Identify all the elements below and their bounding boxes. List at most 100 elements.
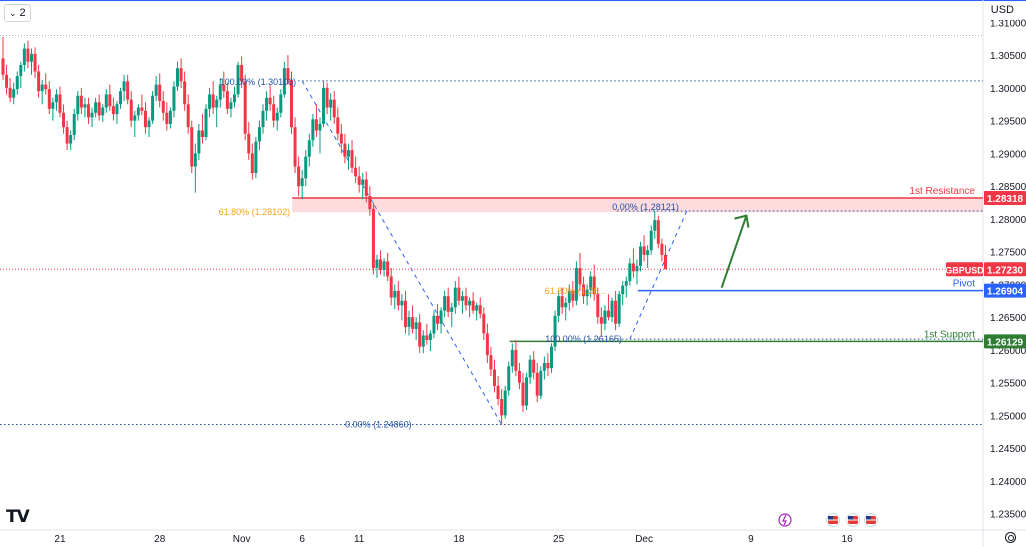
candle-body: [62, 112, 66, 128]
candle-body: [343, 143, 347, 157]
candle-body: [546, 362, 550, 369]
candle-body: [172, 86, 176, 111]
candle-body: [639, 246, 643, 267]
lightning-bolt: [782, 514, 787, 526]
x-tick-label: 9: [748, 534, 754, 545]
y-tick-label: 1.25500: [990, 379, 1026, 390]
candle-body: [204, 108, 208, 137]
candle-body: [411, 317, 415, 329]
pivot-tag: [984, 283, 1026, 298]
candle-body: [233, 94, 237, 103]
candle-body: [418, 322, 422, 347]
interval-dropdown[interactable]: ⌄ 2: [4, 4, 31, 22]
candle-body: [539, 370, 543, 396]
y-tick-label: 1.25000: [990, 411, 1026, 422]
fib-label: 100.00% (1.26165): [545, 334, 622, 344]
candle-body: [663, 254, 667, 270]
candle-body: [354, 167, 358, 177]
chevron-down-icon: ⌄: [9, 7, 17, 18]
candle-body: [268, 97, 272, 105]
candle-body: [610, 300, 614, 318]
candle-body: [336, 117, 340, 134]
candle-body: [58, 94, 62, 113]
candle-body: [165, 112, 169, 124]
candle-body: [193, 153, 197, 167]
uk-flag-icon: [864, 513, 878, 527]
candle-body: [318, 123, 322, 131]
y-tick-label: 1.29000: [990, 149, 1026, 160]
currency-button[interactable]: USD: [986, 4, 1018, 20]
lightning-icon: [778, 513, 792, 527]
candle-body: [631, 263, 635, 272]
candle-body: [525, 377, 529, 406]
candle-body: [225, 91, 229, 109]
candle-body: [101, 107, 105, 116]
candle-body: [400, 300, 404, 306]
x-tick-label: 21: [54, 534, 66, 545]
candle-body: [375, 259, 379, 268]
candle-body: [8, 87, 12, 98]
candle-body: [79, 95, 83, 108]
symbol-tag-text: GBPUSD: [945, 265, 984, 275]
candle-body: [297, 166, 301, 187]
current-price-tag-text: 1.27230: [987, 265, 1024, 276]
candle-body: [557, 296, 561, 316]
candle-body: [161, 100, 165, 113]
candle-body: [532, 359, 536, 373]
candle-body: [5, 74, 9, 88]
lightning-icon-ring: [778, 513, 792, 527]
candle-body: [311, 119, 315, 141]
y-tick-label: 1.29500: [990, 117, 1026, 128]
us-flag-icon-canton: [828, 516, 833, 520]
candle-body: [453, 287, 457, 308]
candle-body: [514, 349, 518, 371]
candle-body: [104, 94, 108, 108]
candle-body: [496, 385, 500, 399]
candle-body: [357, 176, 361, 185]
candle-body: [289, 80, 293, 128]
y-tick-label: 1.30500: [990, 51, 1026, 62]
candle-body: [51, 102, 55, 109]
tradingview-logo: TV: [6, 507, 30, 527]
candle-body: [265, 97, 269, 111]
candle-body: [176, 68, 180, 87]
candle-body: [154, 84, 158, 96]
candle-body: [47, 89, 51, 109]
candle-body: [215, 99, 219, 108]
candle-body: [307, 140, 311, 157]
candle-body: [29, 53, 33, 62]
candle-body: [83, 104, 87, 108]
candle-body: [443, 296, 447, 311]
us-flag-icon: [846, 513, 860, 527]
gear-icon[interactable]: [1005, 532, 1016, 543]
candle-body: [272, 104, 276, 121]
candle-body: [76, 95, 80, 115]
candle-body: [364, 179, 368, 196]
candle-body: [22, 48, 26, 65]
candle-body: [503, 390, 507, 416]
candle-body: [19, 64, 23, 77]
resistance-tag: [984, 191, 1026, 206]
candle-body: [403, 300, 407, 327]
candle-body: [614, 300, 618, 324]
candle-body: [254, 141, 258, 174]
resistance-tag-text: 1.28318: [987, 194, 1024, 205]
candle-body: [133, 115, 137, 121]
candle-body: [37, 71, 41, 92]
candle-body: [229, 102, 233, 109]
candle-body: [549, 346, 553, 369]
y-tick-label: 1.28500: [990, 182, 1026, 193]
candle-body: [389, 276, 393, 298]
fib-trend-line: [301, 80, 503, 425]
candle-body: [571, 290, 575, 301]
candle-body: [200, 130, 204, 137]
candle-body: [603, 310, 607, 324]
candle-body: [339, 133, 343, 144]
candle-body: [589, 276, 593, 290]
candle-body: [428, 333, 432, 341]
fib-label: 100.00% (1.30106): [220, 77, 297, 87]
candle-body: [304, 156, 308, 179]
candle-body: [446, 296, 450, 312]
